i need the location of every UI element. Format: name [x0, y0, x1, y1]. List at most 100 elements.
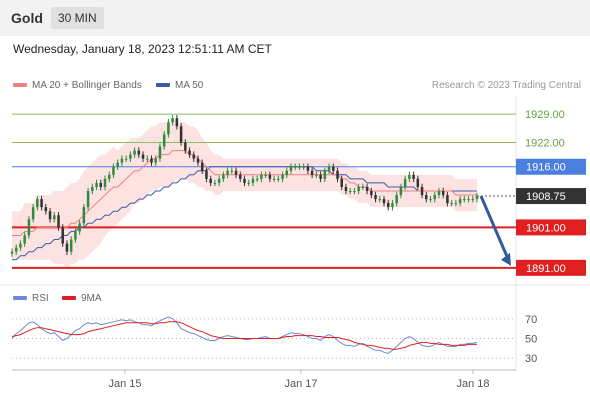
rsi-line — [11, 316, 478, 354]
candle-body — [285, 170, 289, 175]
candle-body — [179, 126, 183, 143]
level-label-1891.00: 1891.00 — [526, 263, 566, 275]
candle-body — [323, 170, 327, 179]
candle-body — [74, 231, 77, 240]
x-tick-Jan-18: Jan 18 — [456, 378, 489, 390]
candle-body — [31, 207, 35, 220]
candle-body — [146, 158, 149, 160]
candle-body — [61, 227, 64, 244]
level-label-1922.00: 1922.00 — [525, 137, 565, 149]
candle-body — [255, 178, 259, 180]
candle-body — [158, 146, 162, 159]
candle-body — [395, 195, 398, 204]
candle-body — [268, 174, 272, 179]
ma50-legend-label: MA 50 — [175, 80, 204, 91]
candle-body — [226, 170, 229, 175]
candle-body — [475, 196, 479, 200]
rsi-swatch — [13, 296, 27, 301]
candle-body — [200, 162, 204, 171]
candle-body — [374, 195, 377, 200]
candle-body — [365, 186, 369, 191]
candle-body — [167, 122, 170, 135]
x-tick-Jan-17: Jan 17 — [284, 378, 317, 390]
candle-body — [332, 166, 335, 171]
candle-body — [391, 203, 394, 208]
candle-body — [78, 223, 81, 232]
candle-body — [95, 182, 98, 187]
candle-body — [222, 174, 225, 179]
candle-body — [336, 170, 339, 179]
datetime-label: Wednesday, January 18, 2023 12:51:11 AM … — [13, 42, 272, 56]
candle-body — [112, 166, 115, 175]
rsi-tick-30: 30 — [525, 353, 537, 365]
candle-body — [14, 247, 18, 252]
candle-body — [433, 195, 436, 200]
candle-body — [429, 199, 432, 201]
candle-body — [327, 166, 331, 171]
candle-body — [48, 211, 52, 220]
symbol-title: Gold — [11, 10, 43, 26]
candle-body — [44, 207, 48, 212]
legend-rsi: RSI — [13, 293, 49, 304]
candle-body — [86, 191, 90, 208]
level-tag-1916.00 — [516, 158, 586, 175]
projection-arrow-head — [501, 252, 511, 266]
ma50-line — [12, 166, 477, 261]
candle-body — [19, 243, 22, 248]
candle-body — [120, 158, 124, 163]
candle-body — [103, 178, 107, 187]
candle-body — [175, 118, 179, 127]
candle-body — [399, 186, 403, 196]
candle-body — [213, 182, 217, 184]
candle-body — [370, 191, 373, 196]
candle-body — [281, 174, 284, 179]
candle-body — [209, 178, 212, 183]
ma50-swatch — [156, 83, 170, 88]
candle-body — [40, 199, 43, 208]
candle-body — [264, 174, 267, 176]
candle-body — [23, 235, 26, 244]
ma20-legend-label: MA 20 + Bollinger Bands — [32, 80, 142, 91]
candle-body — [91, 186, 94, 191]
candle-body — [344, 186, 348, 191]
candle-body — [247, 182, 250, 184]
candle-body — [420, 186, 424, 196]
legend-9ma: 9MA — [62, 293, 102, 304]
candle-body — [27, 219, 31, 236]
candle-body — [353, 191, 356, 192]
candle-body — [357, 186, 360, 191]
candle-body — [192, 154, 196, 159]
candle-body — [230, 170, 234, 172]
candle-body — [57, 215, 60, 228]
candle-body — [340, 178, 343, 187]
candle-body — [239, 174, 242, 179]
x-tick-Jan-15: Jan 15 — [108, 378, 141, 390]
candle-body — [382, 199, 386, 204]
candle-body — [458, 199, 462, 204]
candle-body — [348, 191, 352, 192]
candle-body — [319, 174, 322, 179]
candle-body — [82, 207, 86, 224]
ma20-swatch — [13, 83, 27, 88]
rsi-tick-70: 70 — [525, 314, 537, 326]
candle-body — [412, 174, 415, 179]
ma9-swatch — [62, 296, 76, 301]
candle-body — [467, 199, 470, 201]
level-label-1929.00: 1929.00 — [525, 109, 565, 121]
ma20-line — [12, 150, 477, 236]
candle-body — [277, 178, 280, 180]
candle-body — [234, 170, 238, 175]
candle-body — [306, 166, 310, 171]
timeframe-badge[interactable]: 30 MIN — [51, 7, 104, 29]
candle-body — [272, 178, 276, 180]
ma9-legend-label: 9MA — [81, 293, 102, 304]
candle-body — [441, 191, 445, 196]
candle-body — [10, 251, 14, 254]
candle-body — [361, 186, 365, 188]
bollinger-band — [12, 118, 477, 268]
current-price-tag — [516, 188, 586, 205]
level-label-1901.00: 1901.00 — [526, 222, 566, 234]
candle-body — [124, 158, 128, 160]
candle-body — [69, 239, 73, 252]
